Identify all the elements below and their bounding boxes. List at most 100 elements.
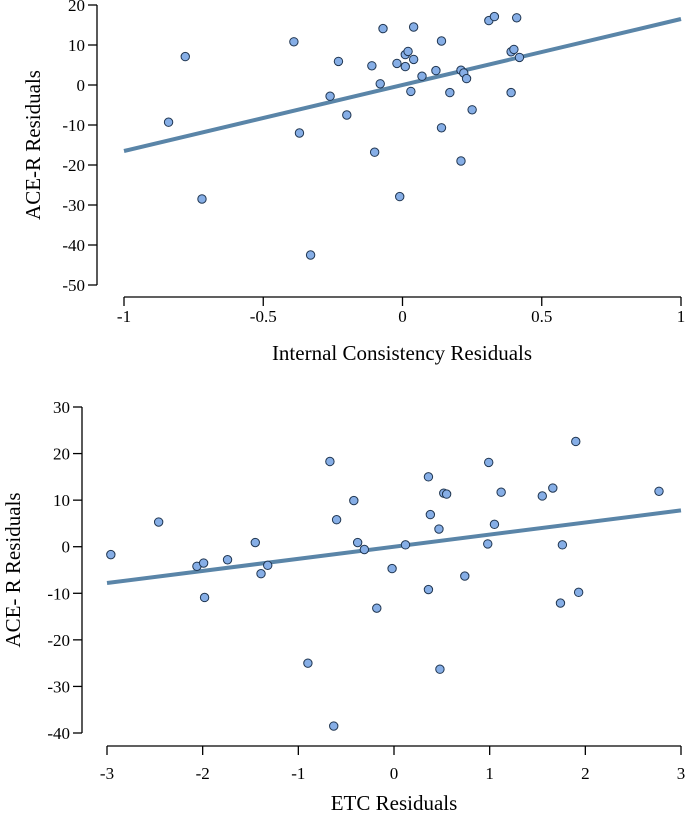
y-tick-label: 10 bbox=[68, 36, 85, 55]
data-point bbox=[489, 11, 500, 22]
data-point bbox=[408, 22, 419, 32]
x-tick-label: -2 bbox=[196, 764, 210, 783]
data-point bbox=[369, 147, 380, 157]
data-point bbox=[163, 117, 174, 127]
data-point bbox=[106, 549, 116, 560]
chart-internal-consistency: 20 10 0 -10 -20 -30 -40 -50 -1 -0.5 0 0.5 1 Interna… bbox=[21, 0, 685, 365]
y-tick-label: -20 bbox=[47, 631, 70, 650]
data-point bbox=[571, 436, 581, 447]
data-point bbox=[349, 495, 359, 506]
data-point bbox=[456, 156, 466, 166]
regression-line bbox=[123, 17, 682, 153]
data-point bbox=[573, 587, 584, 598]
data-point bbox=[496, 487, 506, 497]
data-point bbox=[153, 517, 164, 527]
x-tick-label: 1 bbox=[677, 307, 685, 326]
data-point bbox=[460, 571, 470, 581]
x-tick-label: 2 bbox=[581, 764, 590, 783]
data-point bbox=[441, 489, 452, 499]
y-tick-label: -40 bbox=[62, 236, 85, 255]
x-axis-label: ETC Residuals bbox=[331, 791, 458, 815]
x-tick-label: 3 bbox=[677, 764, 685, 783]
y-axis-label: ACE-R Residuals bbox=[21, 70, 45, 220]
data-point bbox=[387, 563, 397, 574]
x-tick-label: -3 bbox=[100, 764, 114, 783]
data-point bbox=[509, 44, 519, 55]
data-point bbox=[403, 46, 413, 57]
data-point bbox=[378, 23, 388, 34]
data-point bbox=[461, 73, 472, 84]
x-tick-label: -1 bbox=[291, 764, 305, 783]
y-tick-label: -30 bbox=[47, 677, 70, 696]
data-point bbox=[408, 54, 419, 65]
data-point bbox=[489, 519, 500, 530]
x-tick-label: 0 bbox=[398, 307, 407, 326]
data-point bbox=[467, 105, 477, 115]
data-point bbox=[331, 515, 342, 525]
x-axis-label: Internal Consistency Residuals bbox=[272, 341, 532, 365]
data-point bbox=[511, 13, 522, 23]
data-point bbox=[199, 592, 210, 603]
data-point bbox=[294, 128, 305, 138]
y-tick-label: -10 bbox=[62, 116, 85, 135]
data-point bbox=[395, 191, 405, 202]
data-point bbox=[375, 79, 385, 89]
x-tick-label: 0.5 bbox=[531, 307, 552, 326]
x-ticks: -3 -2 -1 0 1 2 3 bbox=[100, 746, 685, 783]
data-point bbox=[506, 87, 516, 98]
data-points bbox=[163, 11, 525, 260]
data-point bbox=[180, 51, 190, 62]
data-point bbox=[436, 36, 447, 46]
data-point bbox=[342, 110, 352, 120]
data-point bbox=[400, 540, 411, 550]
x-tick-label: -1 bbox=[117, 307, 131, 326]
data-point bbox=[329, 721, 339, 731]
y-tick-label: -50 bbox=[62, 276, 85, 295]
data-point bbox=[483, 539, 493, 549]
x-tick-label: 0 bbox=[390, 764, 399, 783]
data-points bbox=[106, 436, 664, 731]
y-tick-label: 0 bbox=[77, 76, 86, 95]
y-ticks: 20 10 0 -10 -20 -30 -40 -50 bbox=[62, 0, 97, 295]
y-tick-label: 30 bbox=[53, 398, 70, 417]
data-point bbox=[514, 52, 525, 63]
data-point bbox=[372, 603, 382, 613]
data-point bbox=[333, 56, 344, 67]
data-point bbox=[392, 58, 402, 69]
y-tick-label: -10 bbox=[47, 584, 70, 603]
data-point bbox=[431, 65, 441, 76]
data-point bbox=[352, 537, 363, 548]
y-tick-label: 20 bbox=[53, 445, 70, 464]
data-point bbox=[435, 664, 445, 674]
data-point bbox=[434, 524, 444, 534]
data-point bbox=[548, 483, 558, 493]
x-ticks: -1 -0.5 0 0.5 1 bbox=[117, 297, 685, 326]
y-tick-label: -20 bbox=[62, 156, 85, 175]
data-point bbox=[367, 61, 377, 71]
data-point bbox=[305, 250, 316, 260]
regression-line bbox=[106, 508, 682, 586]
data-point bbox=[198, 558, 209, 568]
data-point bbox=[406, 86, 416, 97]
data-point bbox=[557, 540, 568, 550]
data-point bbox=[484, 457, 494, 468]
x-tick-label: 1 bbox=[485, 764, 494, 783]
data-point bbox=[436, 123, 447, 133]
y-tick-label: 20 bbox=[68, 0, 85, 15]
y-tick-label: 10 bbox=[53, 491, 70, 510]
data-point bbox=[400, 61, 410, 72]
data-point bbox=[423, 584, 434, 595]
data-point bbox=[445, 87, 455, 98]
data-point bbox=[325, 91, 335, 101]
y-ticks: 30 20 10 0 -10 -20 -30 -40 bbox=[47, 398, 82, 743]
data-point bbox=[425, 509, 436, 520]
data-point bbox=[289, 37, 299, 47]
y-axis-label: ACE- R Residuals bbox=[1, 492, 25, 647]
data-point bbox=[222, 555, 233, 565]
data-point bbox=[537, 491, 547, 501]
data-point bbox=[250, 537, 260, 548]
y-tick-label: 0 bbox=[62, 538, 71, 557]
data-point bbox=[256, 569, 266, 579]
